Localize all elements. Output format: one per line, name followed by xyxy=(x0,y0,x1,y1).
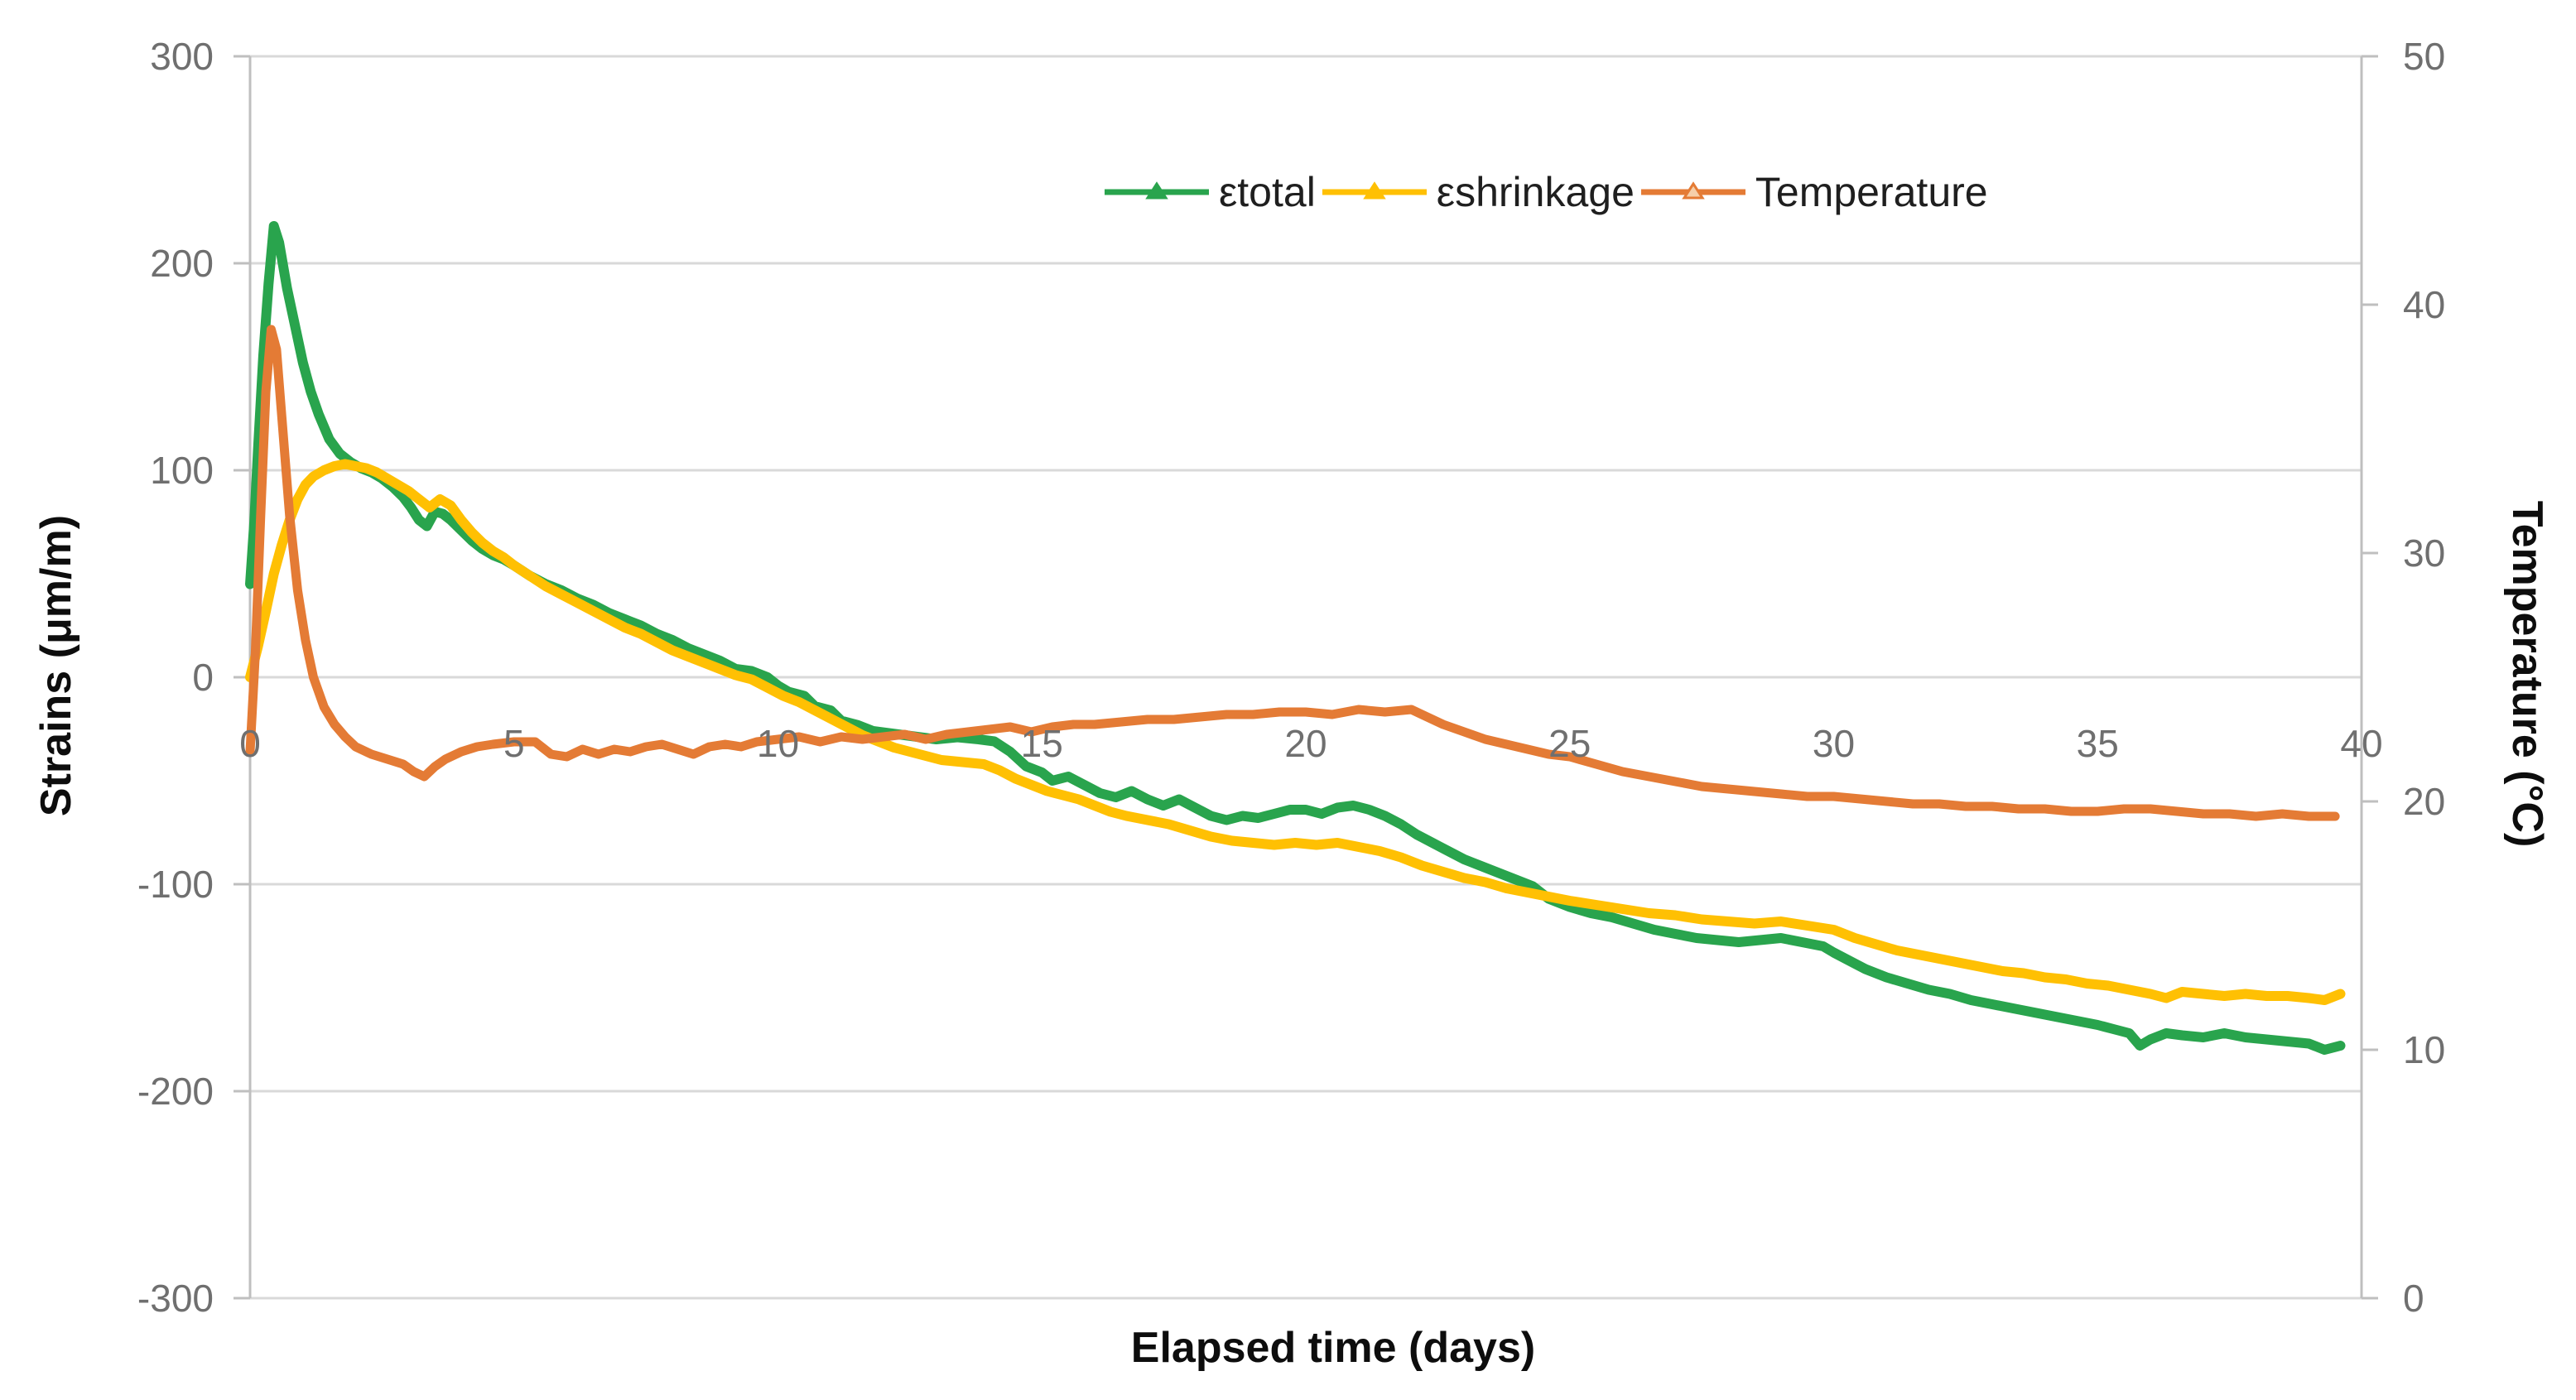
y-left-tick-label: -300 xyxy=(137,1277,214,1320)
y-left-tick-label: 0 xyxy=(192,656,214,699)
εshrinkage-legend-marker-icon xyxy=(1322,181,1427,200)
plot-area xyxy=(234,55,2378,1300)
legend-label: Temperature xyxy=(1755,169,1988,215)
legend-label: εtotal xyxy=(1219,169,1316,215)
legend: εtotal εshrinkage Temperature xyxy=(1103,166,1993,219)
y-left-tick-label: -200 xyxy=(137,1070,214,1113)
x-tick-label: 30 xyxy=(1812,722,1856,765)
legend-label: εshrinkage xyxy=(1436,169,1635,215)
legend-item-2: Temperature xyxy=(1639,166,1993,219)
x-tick-label: 25 xyxy=(1548,722,1591,765)
series-line-1 xyxy=(245,459,2346,1005)
y-right-tick-label: 0 xyxy=(2403,1277,2424,1320)
x-tick-label: 15 xyxy=(1020,722,1063,765)
y-right-tick-label: 40 xyxy=(2403,283,2446,326)
legend-item-0: εtotal xyxy=(1103,166,1321,219)
y-left-tick-label: 200 xyxy=(150,242,214,285)
x-tick-label: 20 xyxy=(1284,722,1327,765)
y-left-tick-label: 300 xyxy=(150,35,214,78)
series-line-0 xyxy=(245,221,2346,1055)
εtotal-legend-marker-icon xyxy=(1105,181,1209,200)
series-line-2 xyxy=(245,325,2340,821)
right-axis-title: Temperature (°C) xyxy=(2503,500,2551,848)
chart-series-canvas xyxy=(234,55,2378,1300)
y-right-tick-label: 10 xyxy=(2403,1028,2446,1071)
x-axis-title: Elapsed time (days) xyxy=(1130,1324,1536,1372)
y-left-tick-label: -100 xyxy=(137,863,214,906)
y-right-tick-label: 20 xyxy=(2403,780,2446,823)
Temperature-legend-marker-icon xyxy=(1640,181,1745,200)
x-tick-label: 40 xyxy=(2340,722,2383,765)
y-right-tick-label: 50 xyxy=(2403,35,2446,78)
x-tick-label: 10 xyxy=(756,722,800,765)
x-tick-label: 5 xyxy=(503,722,525,765)
x-tick-label: 0 xyxy=(239,722,261,765)
legend-item-1: εshrinkage xyxy=(1321,166,1639,219)
x-tick-label: 35 xyxy=(2076,722,2119,765)
y-left-tick-label: 100 xyxy=(150,449,214,492)
y-right-tick-label: 30 xyxy=(2403,532,2446,575)
